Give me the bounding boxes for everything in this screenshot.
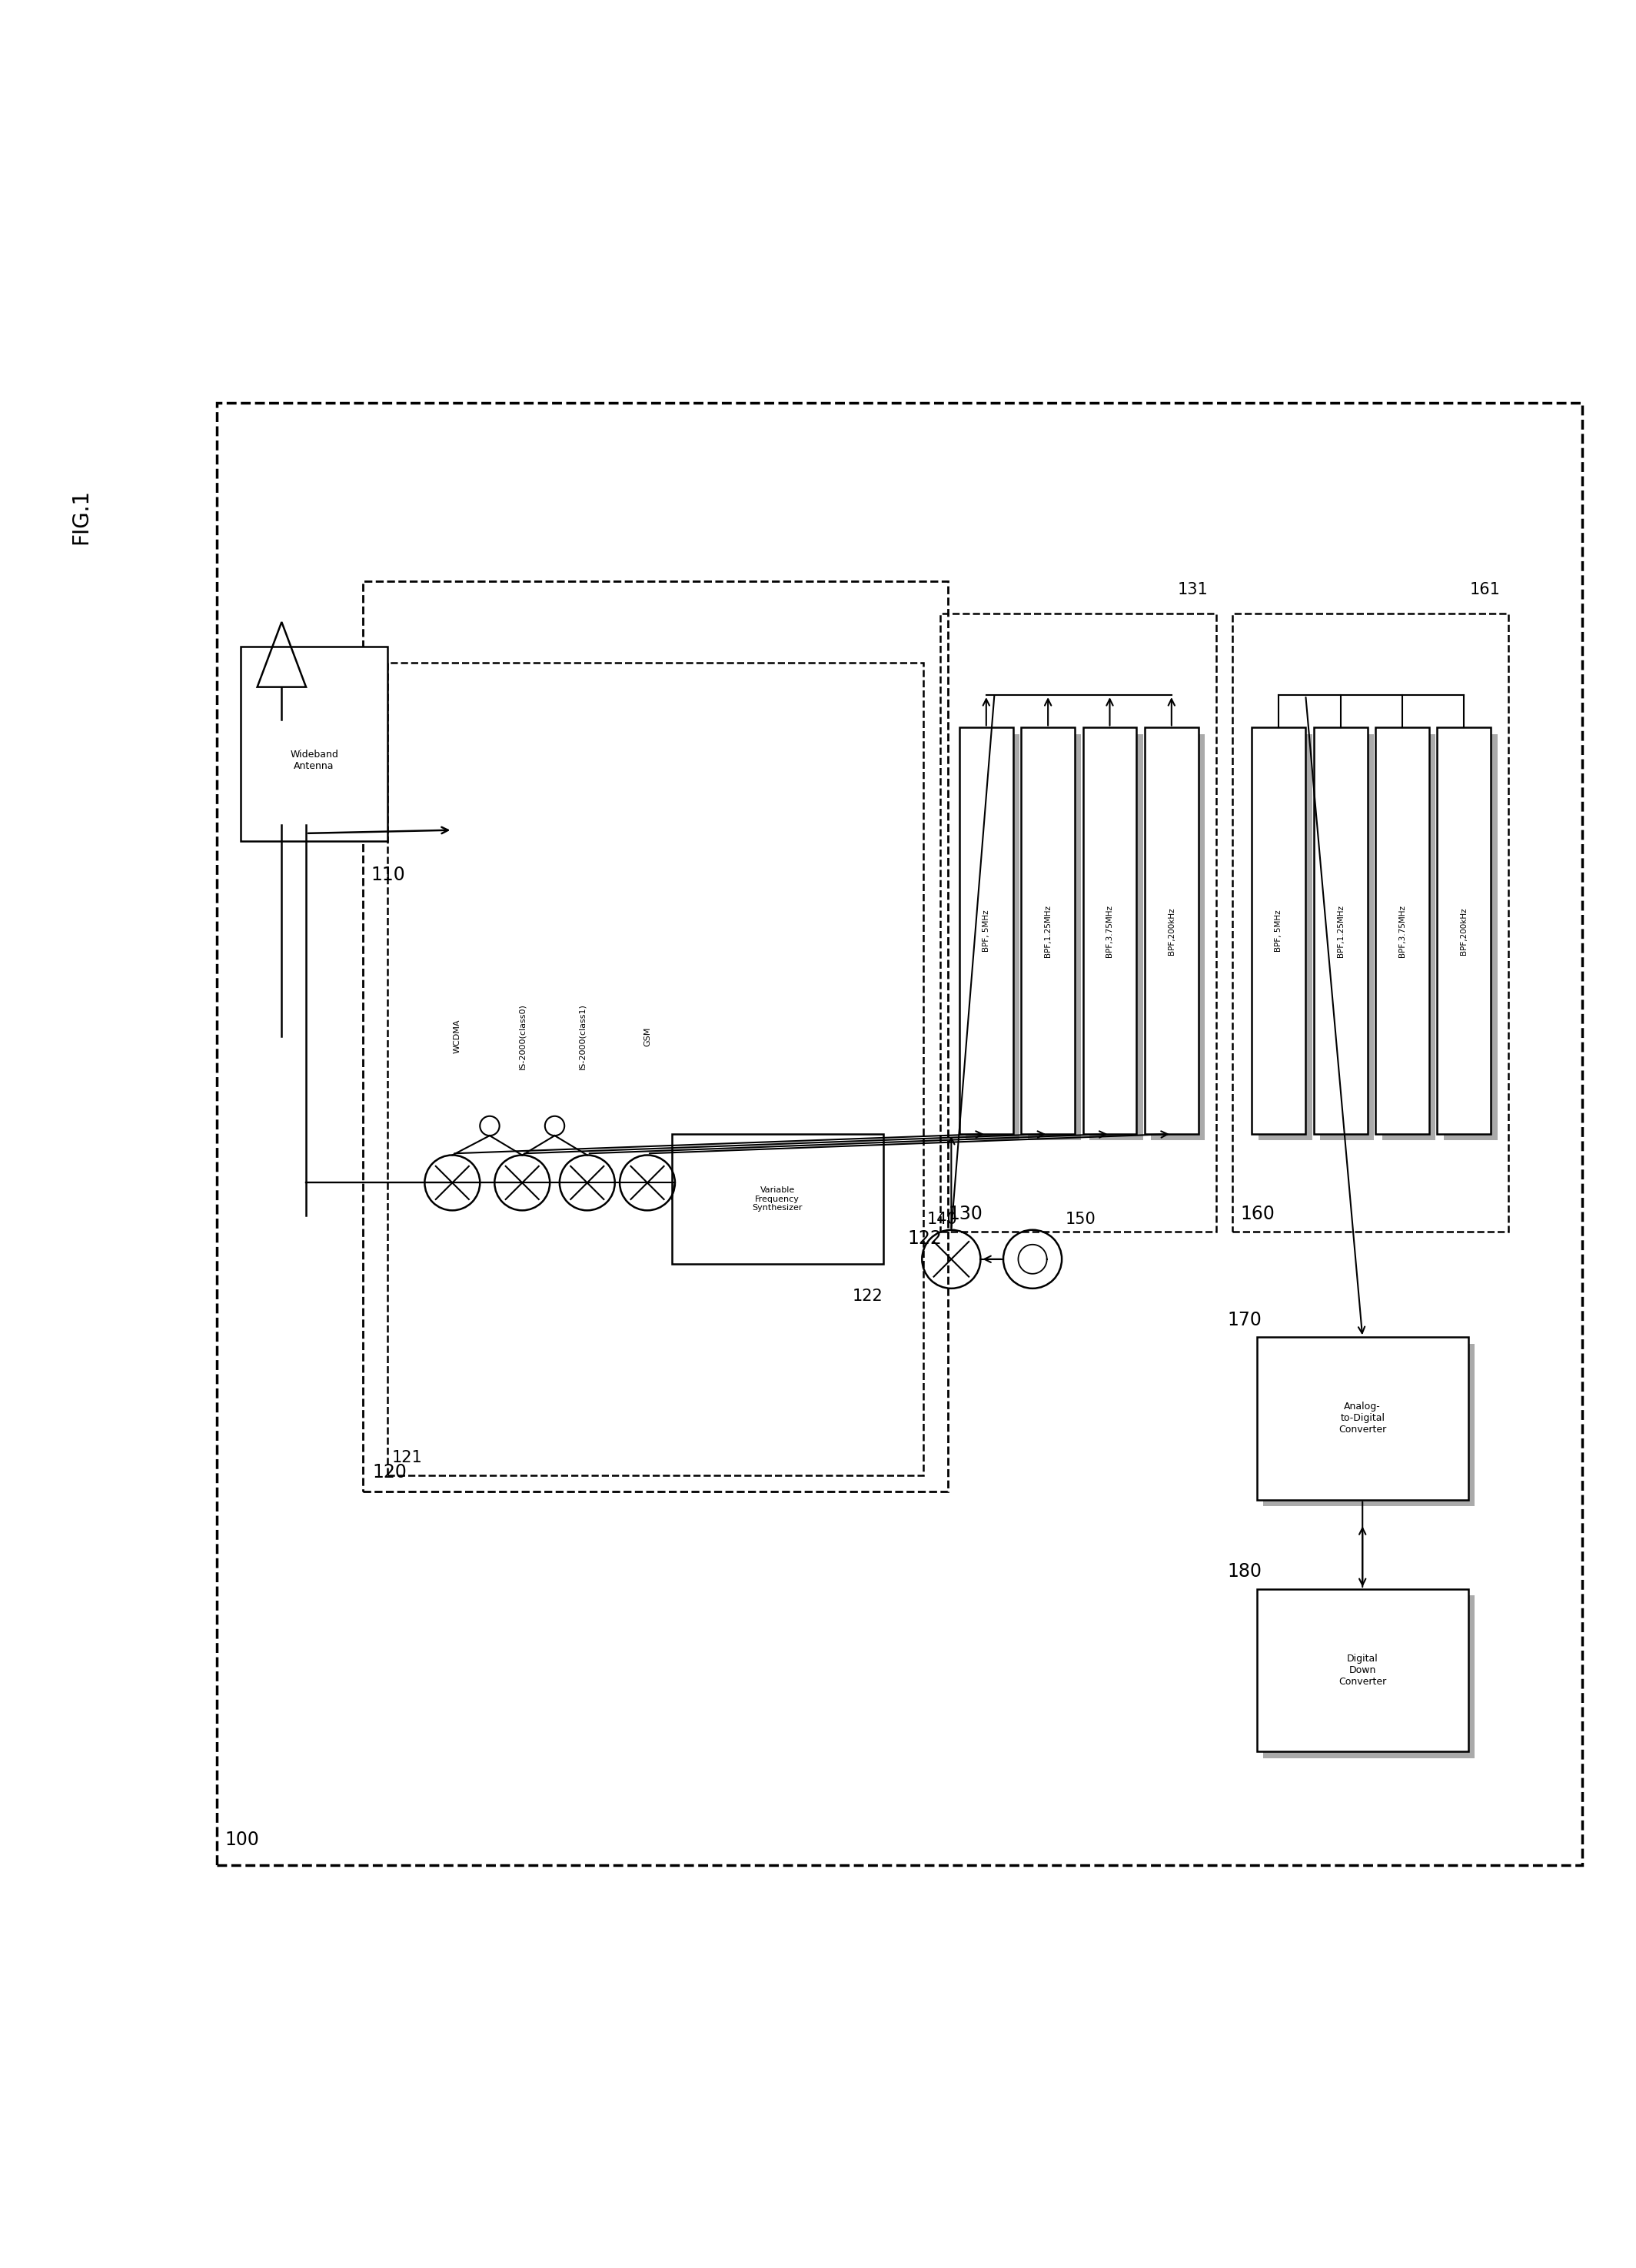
Text: Variable
Frequency
Synthesizer: Variable Frequency Synthesizer	[753, 1186, 803, 1211]
Text: 180: 180	[1227, 1563, 1263, 1581]
Text: BPF,200kHz: BPF,200kHz	[1168, 907, 1175, 955]
FancyBboxPatch shape	[1258, 735, 1312, 1141]
Text: BPF,3.75MHz: BPF,3.75MHz	[1399, 905, 1407, 957]
FancyBboxPatch shape	[1145, 728, 1198, 1134]
Text: BPF,1.25MHz: BPF,1.25MHz	[1337, 905, 1345, 957]
Text: 150: 150	[1065, 1211, 1096, 1227]
FancyBboxPatch shape	[1021, 728, 1075, 1134]
Text: BPF, 5MHz: BPF, 5MHz	[982, 909, 990, 953]
Text: BPF,3.75MHz: BPF,3.75MHz	[1106, 905, 1114, 957]
FancyBboxPatch shape	[1152, 735, 1204, 1141]
Text: BPF,200kHz: BPF,200kHz	[1461, 907, 1467, 955]
FancyBboxPatch shape	[1376, 728, 1430, 1134]
FancyBboxPatch shape	[1438, 728, 1490, 1134]
FancyBboxPatch shape	[1382, 735, 1436, 1141]
FancyBboxPatch shape	[1263, 1343, 1474, 1506]
Text: 121: 121	[393, 1449, 422, 1465]
Text: Analog-
to-Digital
Converter: Analog- to-Digital Converter	[1338, 1402, 1386, 1436]
Text: Wideband
Antenna: Wideband Antenna	[290, 748, 339, 771]
FancyBboxPatch shape	[1320, 735, 1374, 1141]
FancyBboxPatch shape	[965, 735, 1019, 1141]
FancyBboxPatch shape	[1314, 728, 1368, 1134]
FancyBboxPatch shape	[1252, 728, 1306, 1134]
Text: IS-2000(class0): IS-2000(class0)	[519, 1002, 527, 1070]
FancyBboxPatch shape	[1027, 735, 1081, 1141]
Text: WCDMA: WCDMA	[453, 1018, 461, 1055]
Text: 131: 131	[1178, 583, 1207, 599]
FancyBboxPatch shape	[959, 728, 1013, 1134]
Text: 161: 161	[1471, 583, 1500, 599]
Text: GSM: GSM	[643, 1027, 651, 1046]
Text: 170: 170	[1227, 1311, 1261, 1329]
Text: 160: 160	[1240, 1204, 1274, 1222]
FancyBboxPatch shape	[1256, 1590, 1467, 1751]
FancyBboxPatch shape	[1263, 1597, 1474, 1758]
Text: FIG.1: FIG.1	[70, 488, 92, 544]
FancyBboxPatch shape	[1443, 735, 1497, 1141]
Text: Digital
Down
Converter: Digital Down Converter	[1338, 1653, 1386, 1687]
FancyBboxPatch shape	[672, 1134, 883, 1263]
Text: 122: 122	[852, 1288, 883, 1304]
FancyBboxPatch shape	[1083, 728, 1137, 1134]
Text: 100: 100	[224, 1830, 258, 1848]
FancyBboxPatch shape	[1256, 1338, 1467, 1499]
Text: 120: 120	[373, 1463, 407, 1481]
FancyBboxPatch shape	[240, 646, 388, 841]
FancyBboxPatch shape	[1090, 735, 1144, 1141]
Text: IS-2000(class1): IS-2000(class1)	[579, 1002, 586, 1070]
Text: 140: 140	[928, 1211, 957, 1227]
Text: 122: 122	[908, 1229, 942, 1247]
Text: BPF,1.25MHz: BPF,1.25MHz	[1044, 905, 1052, 957]
Text: 130: 130	[947, 1204, 983, 1222]
Text: 110: 110	[371, 866, 406, 885]
Text: BPF, 5MHz: BPF, 5MHz	[1274, 909, 1283, 953]
